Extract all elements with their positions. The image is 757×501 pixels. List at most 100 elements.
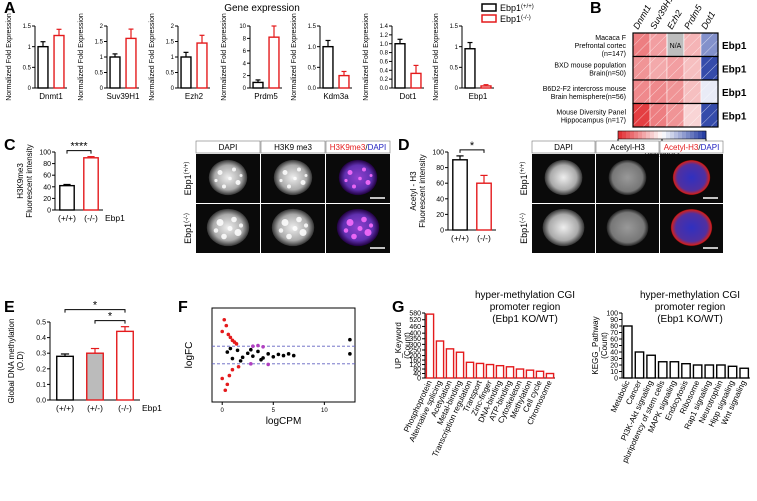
row-sup: (+/+) [520, 162, 526, 175]
bar [394, 43, 406, 89]
y-axis-label: (Count) [403, 332, 412, 359]
point [259, 357, 263, 362]
y-tick-label: 0.5 [36, 319, 46, 326]
column-header: DAPI [219, 143, 238, 152]
heterochromatin-spot [351, 233, 357, 240]
legend-name: Ebp1 [500, 3, 521, 13]
heterochromatin-spot [304, 174, 308, 177]
heterochromatin-spot [299, 229, 307, 236]
row-label: Macaca F [595, 35, 626, 42]
y-tick-label: 0 [100, 86, 104, 92]
bar [475, 362, 485, 379]
y-tick-label: 4 [243, 61, 247, 67]
point [251, 344, 255, 348]
y-tick-label: 0.2 [380, 77, 389, 83]
y-tick-label: 8 [243, 37, 247, 43]
y-tick-label: 100 [39, 149, 51, 156]
y-tick-label: 6 [243, 49, 247, 55]
x-tick-label: (+/+) [58, 213, 76, 223]
significance-bracket [459, 149, 485, 153]
panel-label: D [398, 137, 410, 154]
point [223, 388, 228, 393]
x-axis-label: Ebp1 [469, 92, 488, 101]
column-header: Acetyl-H3/DAPI [664, 143, 720, 152]
panel-label: F [178, 299, 188, 316]
heterochromatin-spot [297, 167, 301, 172]
point [236, 364, 241, 369]
y-axis-label: (O.D) [16, 351, 25, 371]
point [230, 356, 235, 361]
bar [716, 364, 726, 379]
point [271, 354, 276, 359]
bar [704, 364, 715, 379]
x-tick-label: 0 [221, 408, 225, 414]
x-tick-label: (+/-) [87, 403, 103, 413]
point [276, 352, 281, 357]
bar [452, 159, 468, 231]
significance-label: * [93, 300, 98, 312]
hatch [650, 103, 667, 127]
bar [116, 330, 134, 401]
bar [86, 352, 104, 401]
y-tick-label: 40 [43, 184, 51, 191]
significance-label: * [108, 311, 113, 323]
row-label: Ebp1(-/-) [519, 213, 529, 244]
y-tick-label: 20 [43, 196, 51, 203]
bar [252, 81, 264, 89]
column-header: Acetyl-H3 [610, 143, 645, 152]
colorbar-segment [682, 131, 687, 139]
bar [125, 37, 137, 89]
hatch [633, 33, 650, 57]
point [227, 373, 232, 378]
colorbar-segment [674, 131, 679, 139]
y-tick-label: 0 [455, 86, 459, 92]
nucleus [542, 208, 585, 247]
y-tick-label: 1.4 [380, 24, 389, 30]
heterochromatin-spot [238, 223, 244, 228]
colorbar-segment [690, 131, 695, 139]
y-axis-label: (Count) [600, 332, 609, 359]
bar [505, 366, 515, 379]
heterochromatin-spot [234, 229, 242, 236]
y-tick-label: 0.4 [380, 68, 389, 74]
row-target: Ebp1 [722, 64, 747, 75]
y-tick-label: 0 [47, 207, 51, 214]
row-target: Ebp1 [722, 88, 747, 99]
row-name: Ebp1 [183, 174, 193, 195]
heterochromatin-spot [221, 233, 227, 240]
heterochromatin-spot [358, 176, 362, 181]
point [245, 351, 250, 356]
y-tick-label: 350 [409, 336, 421, 343]
point [240, 355, 245, 360]
x-axis-label: Ezh2 [185, 92, 204, 101]
y-tick-label: 100 [432, 149, 444, 156]
row-label: B6D2-F2 intercross mouse [543, 86, 626, 93]
y-axis-label: logFC [184, 342, 195, 369]
colorbar-segment [626, 131, 631, 139]
point [224, 323, 229, 328]
y-tick-label: 0 [417, 375, 421, 382]
bar [59, 184, 75, 211]
y-tick-label: 1.5 [166, 40, 175, 46]
hatch [633, 80, 650, 104]
y-tick-label: 400 [409, 331, 421, 338]
panel-label: B [590, 0, 602, 17]
y-tick-label: 0.1 [36, 382, 46, 389]
y-tick-label: 1.5 [95, 40, 104, 46]
x-axis-label: Suv39H1 [107, 92, 140, 101]
hatch [701, 80, 718, 104]
y-tick-label: 250 [409, 347, 421, 354]
y-tick-label: 30 [610, 356, 618, 363]
column-header-box [595, 140, 660, 154]
legend-sup: (+/+) [521, 4, 534, 10]
point [225, 382, 230, 387]
legend-label: Ebp1(+/+) [500, 3, 534, 13]
row-label: BXD mouse population [554, 62, 626, 69]
point [266, 362, 270, 367]
bar [83, 157, 99, 211]
y-axis-label: H3K9me3 [16, 163, 25, 199]
y-tick-label: 0.0 [308, 86, 317, 92]
row-target: Ebp1 [722, 111, 747, 122]
point [256, 343, 260, 348]
heterochromatin-spot [293, 176, 297, 181]
